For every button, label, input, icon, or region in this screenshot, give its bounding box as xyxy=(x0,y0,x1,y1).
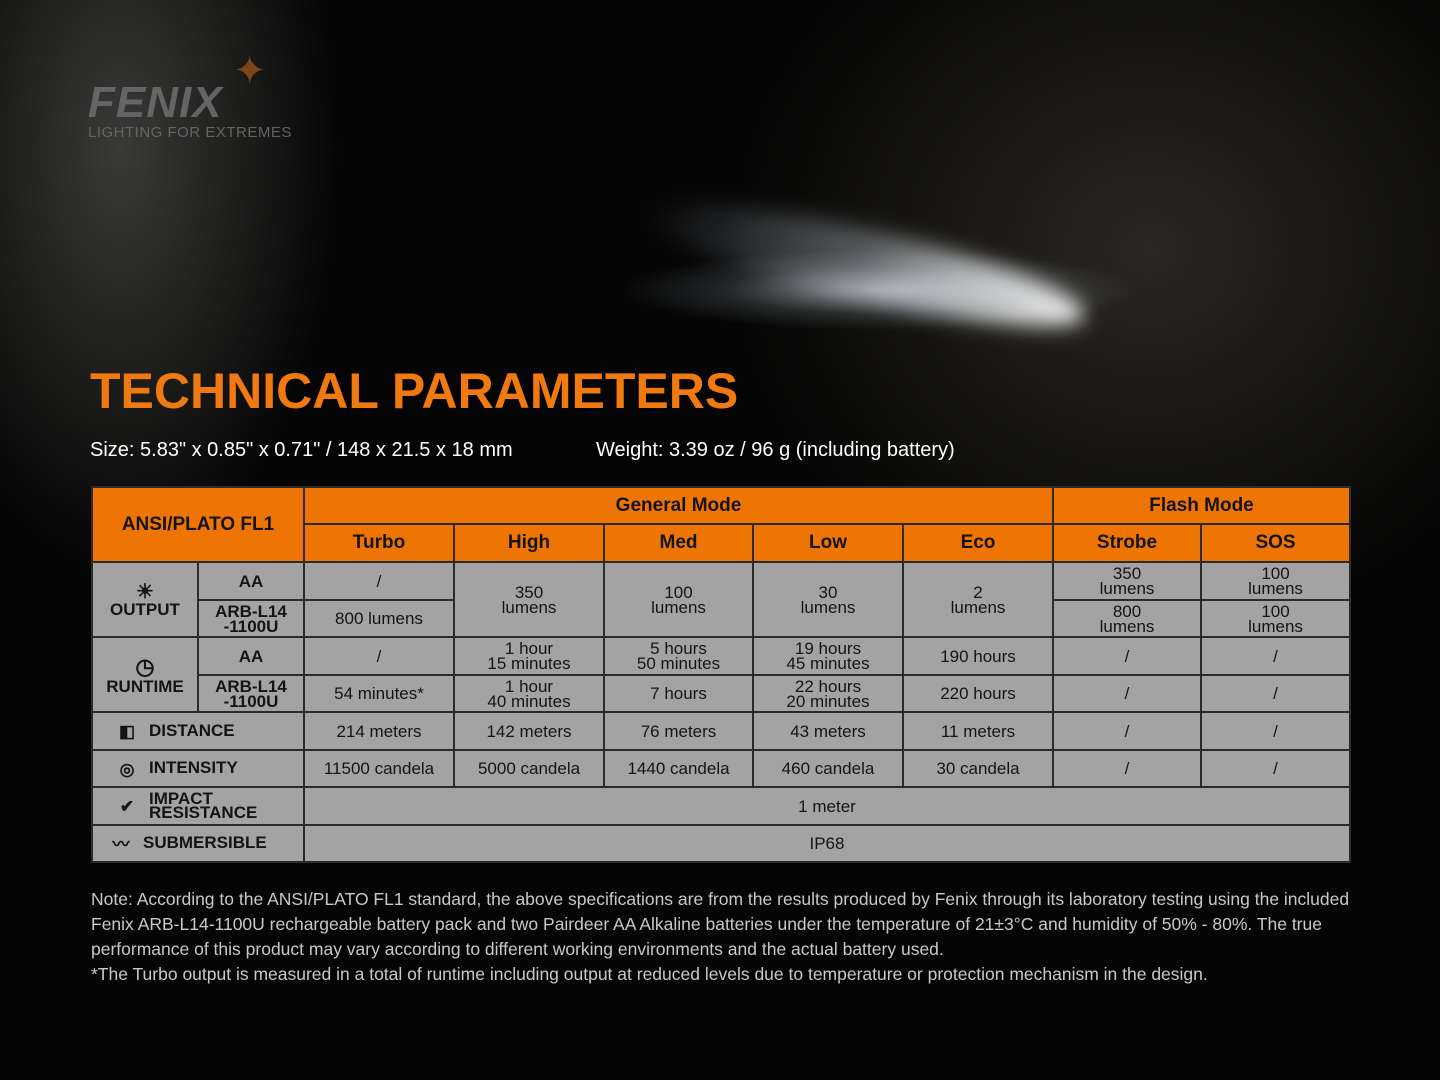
runtime-arb-cell: / xyxy=(1052,674,1202,713)
output-eco: 2 lumens xyxy=(902,561,1054,638)
sun-burst-icon: ☀ xyxy=(136,581,154,603)
standard-header: ANSI/PLATO FL1 xyxy=(91,486,305,563)
mode-header: Turbo xyxy=(303,523,455,563)
mode-header: SOS xyxy=(1200,523,1351,563)
size-spec: Size: 5.83" x 0.85" x 0.71" / 148 x 21.5… xyxy=(90,439,513,461)
output-strobe-arb: 800 lumens xyxy=(1052,599,1202,638)
distance-cell: 214 meters xyxy=(303,711,455,751)
runtime-arb-cell: 220 hours xyxy=(902,674,1054,713)
output-med: 100 lumens xyxy=(603,561,754,638)
page-title: TECHNICAL PARAMETERS xyxy=(90,363,739,419)
mode-header: Med xyxy=(603,523,754,563)
star-icon: ✦ xyxy=(233,49,267,93)
distance-label: ◧ DISTANCE xyxy=(91,711,305,751)
distance-cell: / xyxy=(1052,711,1202,751)
runtime-arb-cell: 22 hours 20 minutes xyxy=(752,674,904,713)
submersible-label: 〰 SUBMERSIBLE xyxy=(91,824,305,863)
mode-header: High xyxy=(453,523,605,563)
runtime-aa-cell: 190 hours xyxy=(902,636,1054,676)
runtime-aa-cell: 19 hours 45 minutes xyxy=(752,636,904,676)
runtime-label: ◷ RUNTIME xyxy=(91,636,199,713)
runtime-aa-label: AA xyxy=(197,636,305,676)
runtime-aa-cell: / xyxy=(1200,636,1351,676)
intensity-cell: / xyxy=(1052,749,1202,788)
intensity-label: ◎ INTENSITY xyxy=(91,749,305,788)
runtime-arb-cell: / xyxy=(1200,674,1351,713)
intensity-cell: 1440 candela xyxy=(603,749,754,788)
output-arb-label: ARB-L14 -1100U xyxy=(197,599,305,638)
output-label: ☀ OUTPUT xyxy=(91,561,199,638)
intensity-cell: 30 candela xyxy=(902,749,1054,788)
brand-name: FENIX xyxy=(88,78,223,127)
intensity-cell: 11500 candela xyxy=(303,749,455,788)
runtime-aa-cell: / xyxy=(1052,636,1202,676)
runtime-aa-cell: / xyxy=(303,636,455,676)
distance-cell: 142 meters xyxy=(453,711,605,751)
output-turbo-aa: / xyxy=(303,561,455,601)
impact-check-icon: ✔ xyxy=(119,796,135,816)
runtime-aa-cell: 1 hour 15 minutes xyxy=(453,636,605,676)
output-low: 30 lumens xyxy=(752,561,904,638)
runtime-arb-cell: 54 minutes* xyxy=(303,674,455,713)
runtime-arb-cell: 7 hours xyxy=(603,674,754,713)
output-strobe-aa: 350 lumens xyxy=(1052,561,1202,601)
brand-tagline: LIGHTING FOR EXTREMES xyxy=(88,124,292,141)
output-sos-aa: 100 lumens xyxy=(1200,561,1351,601)
mode-header: Strobe xyxy=(1052,523,1202,563)
intensity-cell: 5000 candela xyxy=(453,749,605,788)
clock-icon: ◷ xyxy=(135,654,155,679)
submersible-value: IP68 xyxy=(303,824,1351,863)
mode-header: Low xyxy=(752,523,904,563)
runtime-aa-cell: 5 hours 50 minutes xyxy=(603,636,754,676)
fenix-logo: ✦ FENIX LIGHTING FOR EXTREMES xyxy=(88,49,292,141)
intensity-cell: / xyxy=(1200,749,1351,788)
runtime-arb-label: ARB-L14 -1100U xyxy=(197,674,305,713)
runtime-arb-cell: 1 hour 40 minutes xyxy=(453,674,605,713)
note: Note: According to the ANSI/PLATO FL1 st… xyxy=(91,887,1361,987)
weight-spec: Weight: 3.39 oz / 96 g (including batter… xyxy=(596,439,955,461)
general-mode-header: General Mode xyxy=(303,486,1054,525)
output-aa-label: AA xyxy=(197,561,305,601)
output-high: 350 lumens xyxy=(453,561,605,638)
spec-table: ANSI/PLATO FL1 General Mode Flash Mode T… xyxy=(91,486,1351,863)
footnote-text: *The Turbo output is measured in a total… xyxy=(91,964,1208,984)
note-text: Note: According to the ANSI/PLATO FL1 st… xyxy=(91,889,1350,959)
flash-mode-header: Flash Mode xyxy=(1052,486,1351,525)
target-icon: ◎ xyxy=(119,759,135,779)
distance-cell: / xyxy=(1200,711,1351,751)
distance-cell: 43 meters xyxy=(752,711,904,751)
mode-header: Eco xyxy=(902,523,1054,563)
distance-cell: 11 meters xyxy=(902,711,1054,751)
output-sos-arb: 100 lumens xyxy=(1200,599,1351,638)
water-drop-icon: 〰 xyxy=(112,834,130,854)
impact-value: 1 meter xyxy=(303,786,1351,826)
impact-label: ✔ IMPACT RESISTANCE xyxy=(91,786,305,826)
intensity-cell: 460 candela xyxy=(752,749,904,788)
distance-cell: 76 meters xyxy=(603,711,754,751)
distance-icon: ◧ xyxy=(118,722,136,741)
output-turbo-arb: 800 lumens xyxy=(303,599,455,638)
